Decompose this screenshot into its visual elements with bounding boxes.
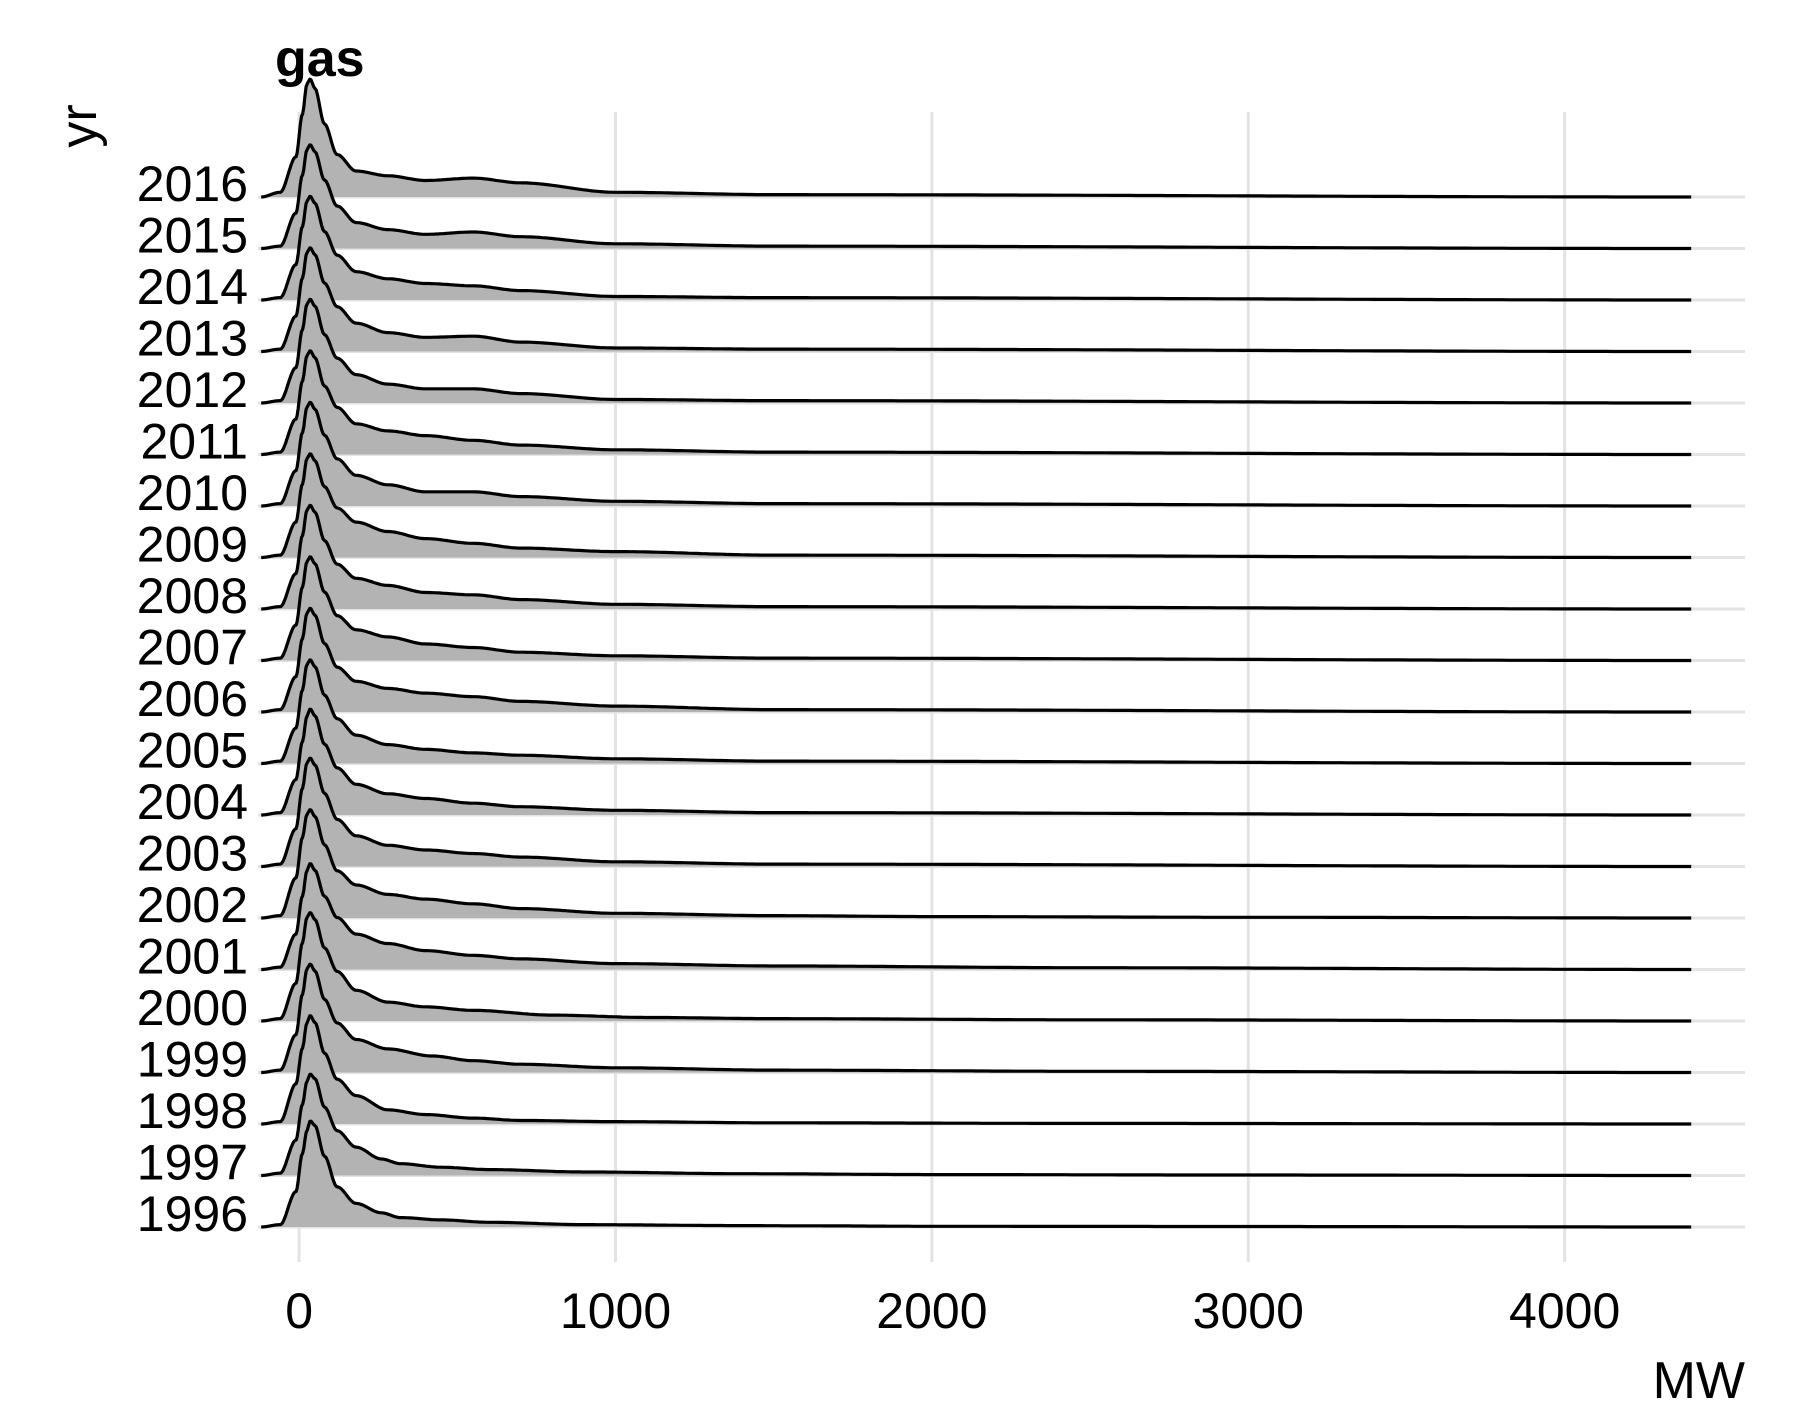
ridge-1997	[259, 1072, 1692, 1178]
ridges-layer	[259, 77, 1692, 1229]
ridge-line-2015	[259, 143, 1692, 251]
ridge-line-2014	[259, 194, 1692, 302]
y-tick-label: 2012	[137, 362, 248, 418]
ridge-line-2003	[259, 756, 1692, 869]
ridge-line-1996	[259, 1119, 1692, 1229]
y-tick-label: 2007	[137, 620, 248, 676]
ridge-fill-2015	[261, 144, 1692, 249]
ridge-fill-2008	[261, 505, 1692, 609]
ridge-2007	[259, 555, 1692, 663]
x-tick-label: 0	[285, 1283, 313, 1339]
ridge-fill-2011	[261, 350, 1692, 455]
ridge-line-2011	[259, 349, 1692, 457]
ridge-fill-2016	[261, 79, 1692, 197]
x-tick-label: 3000	[1193, 1283, 1304, 1339]
y-tick-label: 2006	[137, 671, 248, 727]
y-tick-label: 2013	[137, 311, 248, 367]
ridge-2008	[259, 503, 1692, 611]
y-tick-label: 2003	[137, 826, 248, 882]
ridge-line-2016	[259, 77, 1692, 199]
x-axis-label: MW	[1653, 1352, 1745, 1410]
ridge-line-1999	[259, 962, 1692, 1075]
ridge-fill-2009	[261, 453, 1692, 558]
ridge-fill-2012	[261, 299, 1692, 403]
ridge-2002	[259, 808, 1692, 920]
ridge-2010	[259, 400, 1692, 508]
ridge-1999	[259, 962, 1692, 1075]
y-tick-labels: 2016201520142013201220112010200920082007…	[137, 156, 248, 1242]
ridge-fill-2000	[261, 912, 1692, 1021]
ridge-fill-2010	[261, 402, 1692, 506]
chart-title: gas	[275, 30, 365, 88]
ridge-2011	[259, 349, 1692, 457]
y-tick-label: 2016	[137, 156, 248, 212]
ridge-line-2000	[259, 911, 1692, 1023]
grid-layer	[258, 112, 1745, 1262]
ridge-line-2008	[259, 503, 1692, 611]
ridge-2001	[259, 862, 1692, 972]
y-tick-label: 2011	[140, 414, 248, 470]
y-tick-label: 2014	[137, 259, 248, 315]
ridge-2012	[259, 297, 1692, 405]
ridge-line-2002	[259, 808, 1692, 920]
x-tick-labels: 0 1000 2000 3000 4000	[285, 1283, 1620, 1339]
ridge-fill-1997	[261, 1074, 1692, 1176]
ridge-line-2006	[259, 606, 1692, 714]
ridge-line-2009	[259, 452, 1692, 560]
ridge-fill-2004	[261, 709, 1692, 815]
ridge-line-2001	[259, 862, 1692, 972]
ridge-line-1997	[259, 1072, 1692, 1178]
y-tick-label: 2004	[137, 774, 248, 830]
ridge-2009	[259, 452, 1692, 560]
ridge-line-2013	[259, 246, 1692, 354]
ridge-2013	[259, 246, 1692, 354]
y-tick-label: 1998	[137, 1083, 248, 1139]
ridge-line-2012	[259, 297, 1692, 405]
ridge-2006	[259, 606, 1692, 714]
ridge-2014	[259, 194, 1692, 302]
x-tick-label: 2000	[876, 1283, 987, 1339]
ridge-2004	[259, 707, 1692, 817]
ridge-2016	[259, 77, 1692, 199]
y-tick-label: 2001	[137, 929, 248, 985]
y-tick-label: 1999	[137, 1032, 248, 1088]
ridge-1998	[259, 1014, 1692, 1126]
y-tick-label: 1997	[137, 1135, 248, 1191]
y-tick-label: 2009	[137, 517, 248, 573]
y-tick-label: 2005	[137, 723, 248, 779]
y-tick-label: 2002	[137, 877, 248, 933]
ridge-line-2005	[259, 658, 1692, 766]
x-tick-label: 1000	[560, 1283, 671, 1339]
y-tick-label: 2000	[137, 980, 248, 1036]
y-tick-label: 2008	[137, 568, 248, 624]
ridge-fill-2007	[261, 556, 1692, 661]
ridge-fill-1999	[261, 964, 1692, 1073]
ridge-fill-2006	[261, 608, 1692, 712]
ridge-fill-2005	[261, 659, 1692, 764]
ridge-fill-2002	[261, 809, 1692, 918]
ridge-line-2004	[259, 707, 1692, 817]
ridge-2003	[259, 756, 1692, 869]
ridge-2005	[259, 658, 1692, 766]
ridge-line-2007	[259, 555, 1692, 663]
y-tick-label: 1996	[137, 1186, 248, 1242]
ridge-line-1998	[259, 1014, 1692, 1126]
x-tick-label: 4000	[1509, 1283, 1620, 1339]
y-axis-label: yr	[50, 104, 108, 147]
ridge-line-2010	[259, 400, 1692, 508]
ridge-fill-2014	[261, 196, 1692, 300]
ridge-1996	[259, 1119, 1692, 1229]
ridge-2015	[259, 143, 1692, 251]
ridge-2000	[259, 911, 1692, 1023]
y-tick-label: 2010	[137, 465, 248, 521]
y-tick-label: 2015	[137, 208, 248, 264]
ridge-fill-2003	[261, 758, 1692, 867]
ridge-fill-2001	[261, 863, 1692, 970]
ridge-fill-2013	[261, 247, 1692, 352]
